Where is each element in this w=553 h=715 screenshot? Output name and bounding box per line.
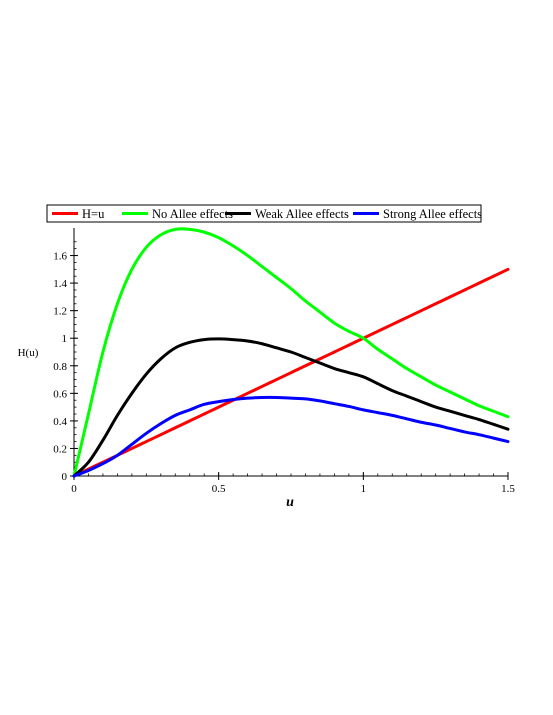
legend-label-2: No Allee effects <box>152 207 233 221</box>
series-layer <box>72 227 510 478</box>
axes: 0 0.2 0.4 0.6 0.8 1 1.2 1.4 1.6 0 0.5 1 1.5 <box>53 228 515 495</box>
y-tick-label: 1.6 <box>53 251 67 263</box>
y-tick-label: 0.6 <box>53 388 67 400</box>
x-axis-label: u <box>286 495 294 510</box>
x-tick-label: 0.5 <box>212 483 226 495</box>
legend-label-4: Strong Allee effects <box>383 207 482 221</box>
x-tick-label: 1.5 <box>501 483 515 495</box>
series-line-1 <box>72 267 510 478</box>
y-tick-label: 0 <box>62 471 68 483</box>
series-line-4 <box>72 395 510 478</box>
series-line-2 <box>72 227 510 478</box>
legend-box <box>46 204 482 223</box>
y-axis-label: H(u) <box>18 347 39 359</box>
y-tick-label: 0.2 <box>53 443 67 455</box>
y-tick-label: 1.4 <box>53 278 67 290</box>
y-tick-label: 1 <box>62 333 68 345</box>
legend: H=u No Allee effects Weak Allee effects Str… <box>46 204 482 223</box>
y-tick-label: 1.2 <box>53 306 67 318</box>
x-tick-label: 1 <box>361 483 367 495</box>
series-line-3 <box>72 337 510 478</box>
y-tick-label: 0.4 <box>53 416 67 428</box>
x-tick-label: 0 <box>71 483 77 495</box>
y-tick-label: 0.8 <box>53 361 67 373</box>
legend-label-3: Weak Allee effects <box>255 207 349 221</box>
legend-label-1: H=u <box>82 207 105 221</box>
